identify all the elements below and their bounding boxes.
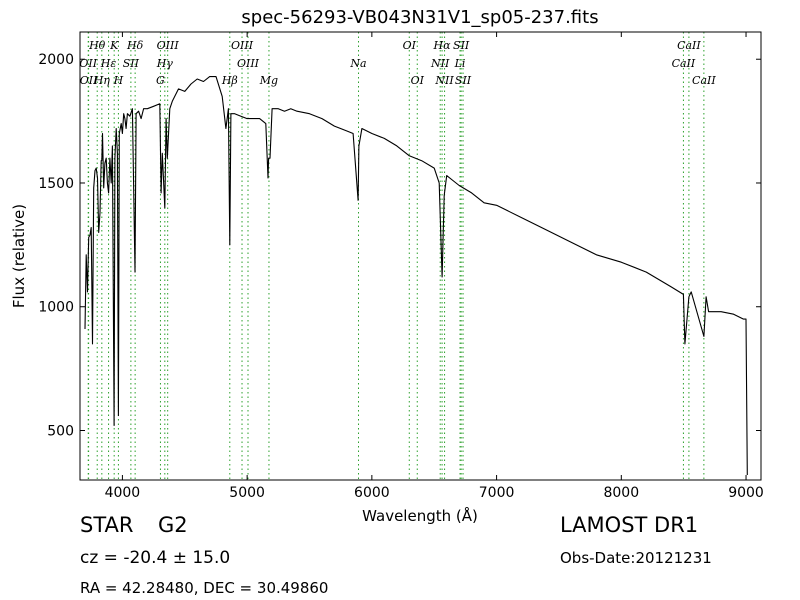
y-tick-label: 1000 [38, 300, 74, 316]
object-subclass: G2 [158, 513, 188, 537]
line-label: OI [403, 39, 417, 52]
line-label: Hβ [221, 74, 238, 87]
y-tick-label: 500 [47, 423, 74, 439]
object-class: STAR [80, 513, 134, 537]
y-axis-label: Flux (relative) [10, 204, 28, 308]
line-markers [87, 32, 705, 480]
line-label: Hγ [156, 57, 174, 70]
line-label: Hα [433, 39, 452, 52]
x-tick-label: 5000 [229, 485, 265, 501]
line-label: SII [453, 39, 470, 52]
line-label: NII [434, 74, 454, 87]
y-axis: 500 1000 1500 2000 [38, 52, 761, 439]
redshift-value: cz = -20.4 ± 15.0 [80, 548, 231, 568]
line-label: OIII [237, 57, 260, 70]
line-label: OIII [231, 39, 254, 52]
x-tick-label: 6000 [354, 485, 390, 501]
line-label: G [156, 74, 165, 87]
chart-title: spec-56293-VB043N31V1_sp05-237.fits [241, 7, 598, 28]
line-label: Hδ [126, 39, 144, 52]
line-label: Mg [259, 74, 278, 87]
line-label: Hη [93, 74, 111, 87]
x-tick-label: 4000 [105, 485, 141, 501]
x-axis: 4000 5000 6000 7000 8000 9000 [105, 32, 764, 501]
line-label: OIII [157, 39, 180, 52]
line-label: Hθ [88, 39, 106, 52]
line-label: CaII [672, 57, 696, 70]
x-axis-label: Wavelength (Å) [362, 506, 478, 525]
y-tick-label: 1500 [38, 176, 74, 192]
x-tick-label: 8000 [603, 485, 639, 501]
x-tick-label: 7000 [479, 485, 515, 501]
line-label: SII [455, 74, 472, 87]
line-label: Hε [100, 57, 117, 70]
line-label: Na [349, 57, 366, 70]
line-label: NII [430, 57, 450, 70]
line-label: Li [454, 57, 466, 70]
line-label: OI [411, 74, 425, 87]
ra-dec-coordinates: RA = 42.28480, DEC = 30.49860 [80, 579, 329, 597]
line-label: H [113, 74, 124, 87]
line-label: K [109, 39, 119, 52]
y-tick-label: 2000 [38, 52, 74, 68]
line-label: CaII [692, 74, 716, 87]
plot-frame [79, 31, 762, 481]
observation-date: Obs-Date:20121231 [560, 549, 712, 567]
line-label: OII [79, 57, 97, 70]
x-tick-label: 9000 [728, 485, 764, 501]
survey-name: LAMOST DR1 [560, 513, 699, 537]
line-label: OII [80, 74, 98, 87]
spectrum-line [84, 76, 748, 476]
line-label: SII [123, 57, 140, 70]
line-label: CaII [677, 39, 701, 52]
